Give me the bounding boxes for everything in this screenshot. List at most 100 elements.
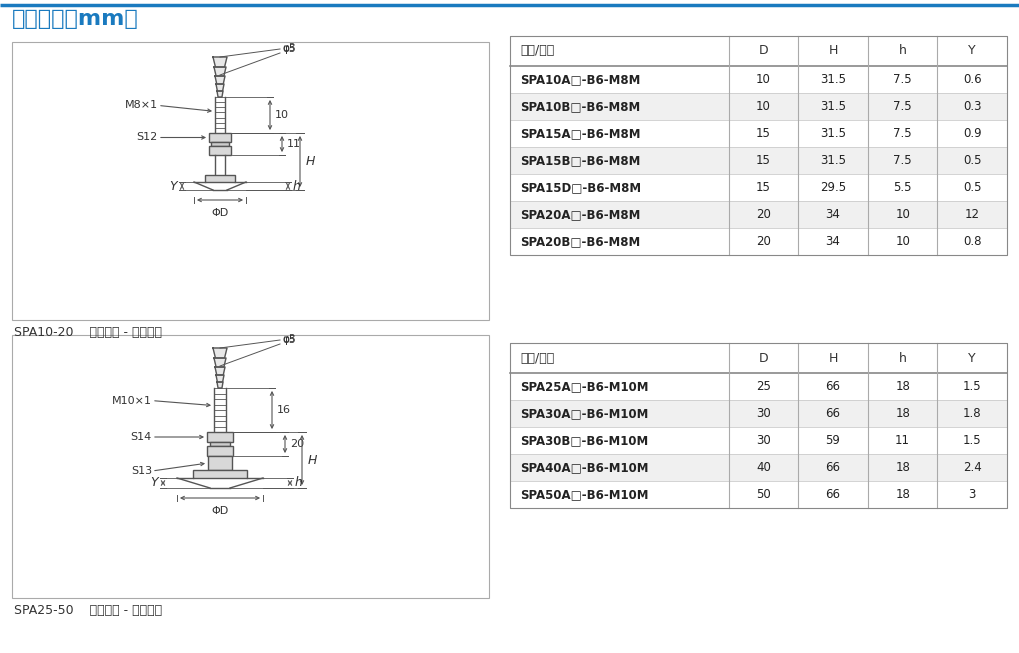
Text: 10: 10 (756, 100, 771, 113)
Polygon shape (213, 348, 227, 358)
Text: 11: 11 (287, 139, 301, 149)
Text: H: H (308, 453, 317, 466)
Text: Y: Y (151, 477, 158, 490)
Text: 尺寸规格（mm）: 尺寸规格（mm） (12, 9, 139, 29)
Text: 5.5: 5.5 (894, 181, 912, 194)
Bar (510, 228, 1007, 255)
Text: 66: 66 (825, 407, 841, 420)
Text: SPA15D□-B6-M8M: SPA15D□-B6-M8M (520, 181, 641, 194)
Bar (510, 400, 1007, 427)
Bar (211, 142, 229, 146)
Text: H: H (828, 351, 838, 364)
Bar (209, 133, 231, 142)
Bar (510, 36, 1007, 255)
Text: 31.5: 31.5 (820, 100, 846, 113)
Bar (510, 93, 1007, 120)
Text: S13: S13 (130, 466, 152, 476)
Text: Y: Y (968, 351, 976, 364)
Text: 29.5: 29.5 (820, 181, 846, 194)
Text: 7.5: 7.5 (894, 127, 912, 140)
Text: 10: 10 (275, 110, 289, 120)
Text: 31.5: 31.5 (820, 73, 846, 86)
Text: M8×1: M8×1 (125, 101, 158, 110)
Bar (510, 201, 1007, 228)
Polygon shape (215, 367, 225, 375)
Text: SPA20B□-B6-M8M: SPA20B□-B6-M8M (520, 235, 640, 248)
Text: 40: 40 (756, 461, 771, 474)
Text: H: H (828, 44, 838, 57)
Text: 16: 16 (277, 405, 291, 415)
Text: 25: 25 (756, 380, 771, 393)
Text: SPA20A□-B6-M8M: SPA20A□-B6-M8M (520, 208, 640, 221)
Bar (12, 42, 489, 320)
Text: 34: 34 (825, 208, 841, 221)
Text: 10: 10 (896, 208, 910, 221)
Text: 型号/尺寸: 型号/尺寸 (520, 351, 554, 364)
Bar (510, 343, 1007, 373)
Text: 0.8: 0.8 (963, 235, 981, 248)
Text: 18: 18 (896, 380, 910, 393)
Text: SPA10B□-B6-M8M: SPA10B□-B6-M8M (520, 100, 640, 113)
Text: S12: S12 (137, 133, 158, 142)
Bar (12, 335, 489, 598)
Text: 7.5: 7.5 (894, 154, 912, 167)
Text: 12: 12 (965, 208, 979, 221)
Text: φ3: φ3 (282, 334, 296, 344)
Text: ΦD: ΦD (211, 506, 228, 516)
Polygon shape (217, 91, 223, 97)
Text: 2.4: 2.4 (963, 461, 981, 474)
Text: 15: 15 (756, 181, 771, 194)
Text: 0.5: 0.5 (963, 154, 981, 167)
Bar (510, 481, 1007, 508)
Text: SPA25A□-B6-M10M: SPA25A□-B6-M10M (520, 380, 648, 393)
Text: 18: 18 (896, 461, 910, 474)
Text: 31.5: 31.5 (820, 154, 846, 167)
Polygon shape (216, 375, 224, 382)
Bar (510, 454, 1007, 481)
Text: 0.6: 0.6 (963, 73, 981, 86)
Text: φ5: φ5 (282, 44, 296, 54)
Text: 0.9: 0.9 (963, 127, 981, 140)
Text: h: h (293, 180, 301, 193)
Text: SPA30B□-B6-M10M: SPA30B□-B6-M10M (520, 434, 648, 447)
Text: SPA15A□-B6-M8M: SPA15A□-B6-M8M (520, 127, 641, 140)
Bar (193, 470, 247, 478)
Text: Y: Y (169, 180, 177, 193)
Text: SPA10-20    垂直方向 - 宝塔接头: SPA10-20 垂直方向 - 宝塔接头 (14, 326, 162, 339)
Text: 0.3: 0.3 (963, 100, 981, 113)
Polygon shape (213, 57, 227, 67)
Text: S14: S14 (130, 432, 152, 442)
Text: 10: 10 (756, 73, 771, 86)
Text: M10×1: M10×1 (112, 396, 152, 406)
Text: 66: 66 (825, 380, 841, 393)
Polygon shape (214, 67, 226, 76)
Text: ΦD: ΦD (211, 208, 228, 218)
Text: SPA50A□-B6-M10M: SPA50A□-B6-M10M (520, 488, 648, 501)
Polygon shape (215, 76, 225, 84)
Text: 3: 3 (968, 488, 976, 501)
Text: 20: 20 (290, 439, 304, 449)
Text: h: h (899, 351, 907, 364)
Text: φ5: φ5 (282, 335, 296, 345)
Polygon shape (214, 358, 226, 367)
Text: 型号/尺寸: 型号/尺寸 (520, 44, 554, 57)
Text: D: D (759, 44, 768, 57)
Text: Y: Y (968, 44, 976, 57)
Bar (510, 36, 1007, 66)
Bar (210, 442, 230, 446)
Text: SPA15B□-B6-M8M: SPA15B□-B6-M8M (520, 154, 640, 167)
Text: 30: 30 (756, 434, 770, 447)
Bar (510, 147, 1007, 174)
Text: 18: 18 (896, 488, 910, 501)
Text: 31.5: 31.5 (820, 127, 846, 140)
Text: 50: 50 (756, 488, 770, 501)
Text: D: D (759, 351, 768, 364)
Bar (207, 432, 233, 442)
Text: 30: 30 (756, 407, 770, 420)
Text: 18: 18 (896, 407, 910, 420)
Text: φ3: φ3 (282, 43, 296, 53)
Text: H: H (306, 155, 315, 168)
Text: 20: 20 (756, 208, 771, 221)
Text: 7.5: 7.5 (894, 100, 912, 113)
Text: 59: 59 (825, 434, 841, 447)
